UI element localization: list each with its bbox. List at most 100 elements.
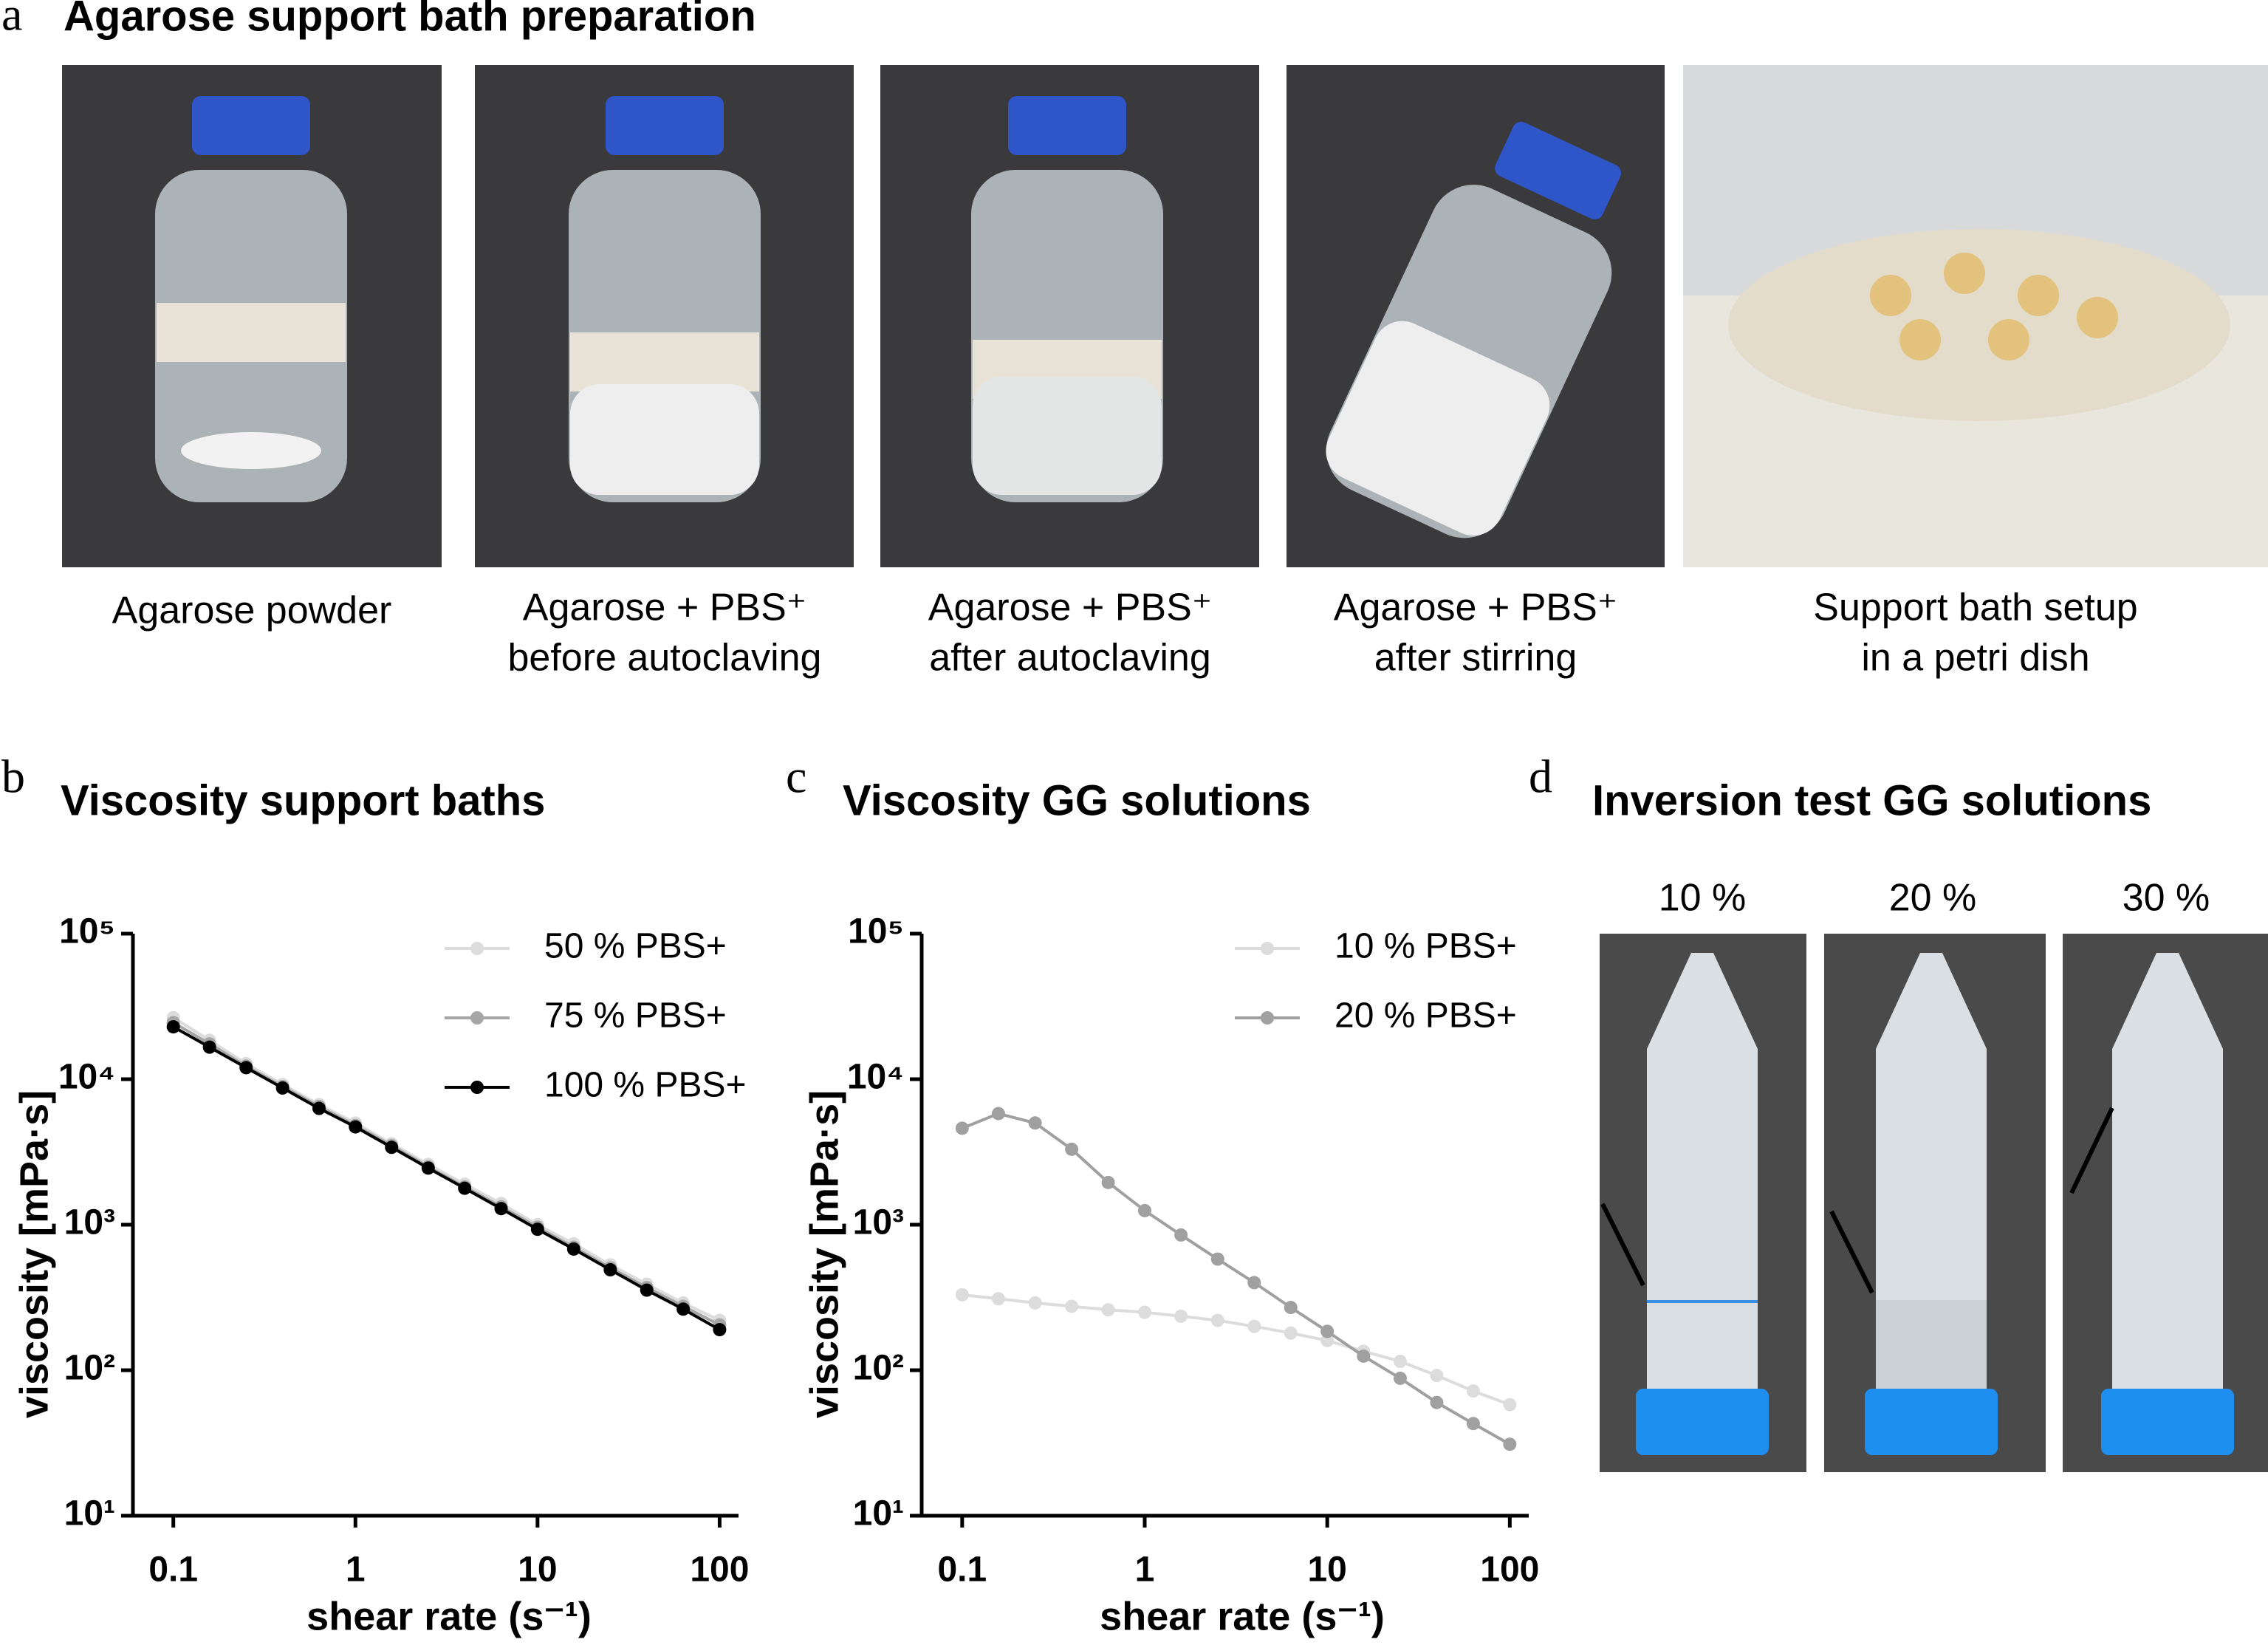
y-tick-label: 10³ <box>853 1203 904 1242</box>
data-point <box>1138 1203 1152 1217</box>
y-tick-label: 10¹ <box>64 1494 115 1533</box>
data-point <box>1320 1324 1335 1338</box>
data-point <box>1393 1355 1407 1369</box>
y-tick-label: 10⁴ <box>847 1058 904 1097</box>
concentration-label: 30 % <box>2123 877 2210 920</box>
y-tick-label: 10¹ <box>853 1494 904 1533</box>
x-tick-label: 10 <box>518 1550 557 1590</box>
photo-caption: Agarose + PBS⁺ <box>1334 586 1617 629</box>
y-tick-label: 10² <box>853 1349 904 1388</box>
photo <box>1683 65 2268 567</box>
y-axis-label: viscosity [mPa·s] <box>802 1090 846 1418</box>
y-tick-label: 10² <box>64 1349 115 1388</box>
concentration-label: 10 % <box>1659 877 1747 920</box>
chart-title: Viscosity support baths <box>61 776 545 824</box>
legend-label: 10 % PBS+ <box>1335 927 1517 966</box>
data-point <box>239 1061 253 1075</box>
data-point <box>1065 1299 1079 1313</box>
data-point <box>1028 1116 1042 1130</box>
photo <box>880 65 1259 567</box>
data-point <box>991 1292 1005 1306</box>
data-point <box>1503 1398 1517 1412</box>
x-tick-label: 0.1 <box>937 1550 987 1590</box>
data-point <box>676 1302 691 1316</box>
panel-label: d <box>1529 750 1552 803</box>
legend-label: 75 % PBS+ <box>544 996 727 1036</box>
data-point <box>1466 1384 1480 1398</box>
legend-marker <box>470 942 484 955</box>
data-point <box>1284 1301 1298 1315</box>
data-point <box>1430 1369 1444 1383</box>
panel-title: Inversion test GG solutions <box>1592 776 2151 824</box>
series-line <box>172 1016 721 1322</box>
x-tick-label: 1 <box>1135 1550 1155 1590</box>
photo <box>1600 934 1806 1472</box>
data-point <box>713 1323 727 1337</box>
data-point <box>1393 1371 1407 1385</box>
data-point <box>1284 1326 1298 1340</box>
legend-marker <box>470 1081 484 1094</box>
data-point <box>421 1161 435 1175</box>
photo-caption: Agarose powder <box>112 589 392 632</box>
data-point <box>1503 1437 1517 1451</box>
photo-caption: before autoclaving <box>508 637 822 680</box>
data-point <box>1174 1309 1188 1323</box>
data-point <box>1028 1296 1042 1310</box>
data-point <box>640 1283 654 1297</box>
x-tick-label: 0.1 <box>148 1550 198 1590</box>
panel-label: c <box>786 750 806 803</box>
data-point <box>1210 1252 1224 1266</box>
series-line <box>962 1293 1511 1406</box>
panel-label: a <box>1 0 22 41</box>
data-point <box>385 1140 399 1155</box>
x-tick-label: 100 <box>1480 1550 1539 1590</box>
legend-marker <box>470 1011 484 1025</box>
data-point <box>166 1020 180 1034</box>
y-tick-label: 10⁴ <box>58 1058 115 1097</box>
data-point <box>1320 1333 1335 1347</box>
data-point <box>955 1287 969 1302</box>
y-tick-label: 10⁵ <box>848 912 904 951</box>
legend-marker <box>1261 942 1274 955</box>
data-point <box>1065 1142 1079 1156</box>
x-tick-label: 100 <box>690 1550 749 1590</box>
photo <box>62 65 442 567</box>
photo <box>2063 934 2268 1472</box>
legend-label: 100 % PBS+ <box>544 1066 747 1105</box>
y-tick-label: 10³ <box>64 1203 115 1242</box>
chart-title: Viscosity GG solutions <box>843 776 1311 824</box>
photo <box>475 65 854 567</box>
data-point <box>312 1101 326 1115</box>
data-point <box>1101 1175 1115 1189</box>
photo-caption: Agarose + PBS⁺ <box>928 586 1212 629</box>
data-point <box>1247 1276 1261 1290</box>
photo <box>1287 65 1665 567</box>
legend-label: 50 % PBS+ <box>544 927 727 966</box>
y-axis-label: viscosity [mPa·s] <box>12 1090 56 1418</box>
photo-caption: Agarose + PBS⁺ <box>523 586 806 629</box>
data-point <box>991 1107 1005 1121</box>
photo-caption: after autoclaving <box>929 637 1211 680</box>
data-point <box>202 1040 216 1054</box>
x-axis-label: shear rate (s⁻¹) <box>1100 1594 1385 1638</box>
legend-marker <box>1261 1011 1274 1025</box>
photo-caption: in a petri dish <box>1861 637 2089 680</box>
concentration-label: 20 % <box>1889 877 1977 920</box>
data-point <box>1247 1319 1261 1333</box>
data-point <box>1138 1305 1152 1319</box>
x-tick-label: 1 <box>346 1550 366 1590</box>
legend-label: 20 % PBS+ <box>1335 996 1517 1036</box>
data-point <box>566 1242 580 1256</box>
x-tick-label: 10 <box>1307 1550 1346 1590</box>
photo-caption: Support bath setup <box>1813 586 2137 629</box>
x-axis-label: shear rate (s⁻¹) <box>306 1594 592 1638</box>
data-point <box>955 1121 969 1135</box>
data-point <box>1430 1395 1444 1409</box>
data-point <box>494 1202 508 1216</box>
data-point <box>1101 1303 1115 1317</box>
data-point <box>1466 1417 1480 1431</box>
panel-label: b <box>1 750 25 803</box>
series-line <box>962 1112 1511 1446</box>
